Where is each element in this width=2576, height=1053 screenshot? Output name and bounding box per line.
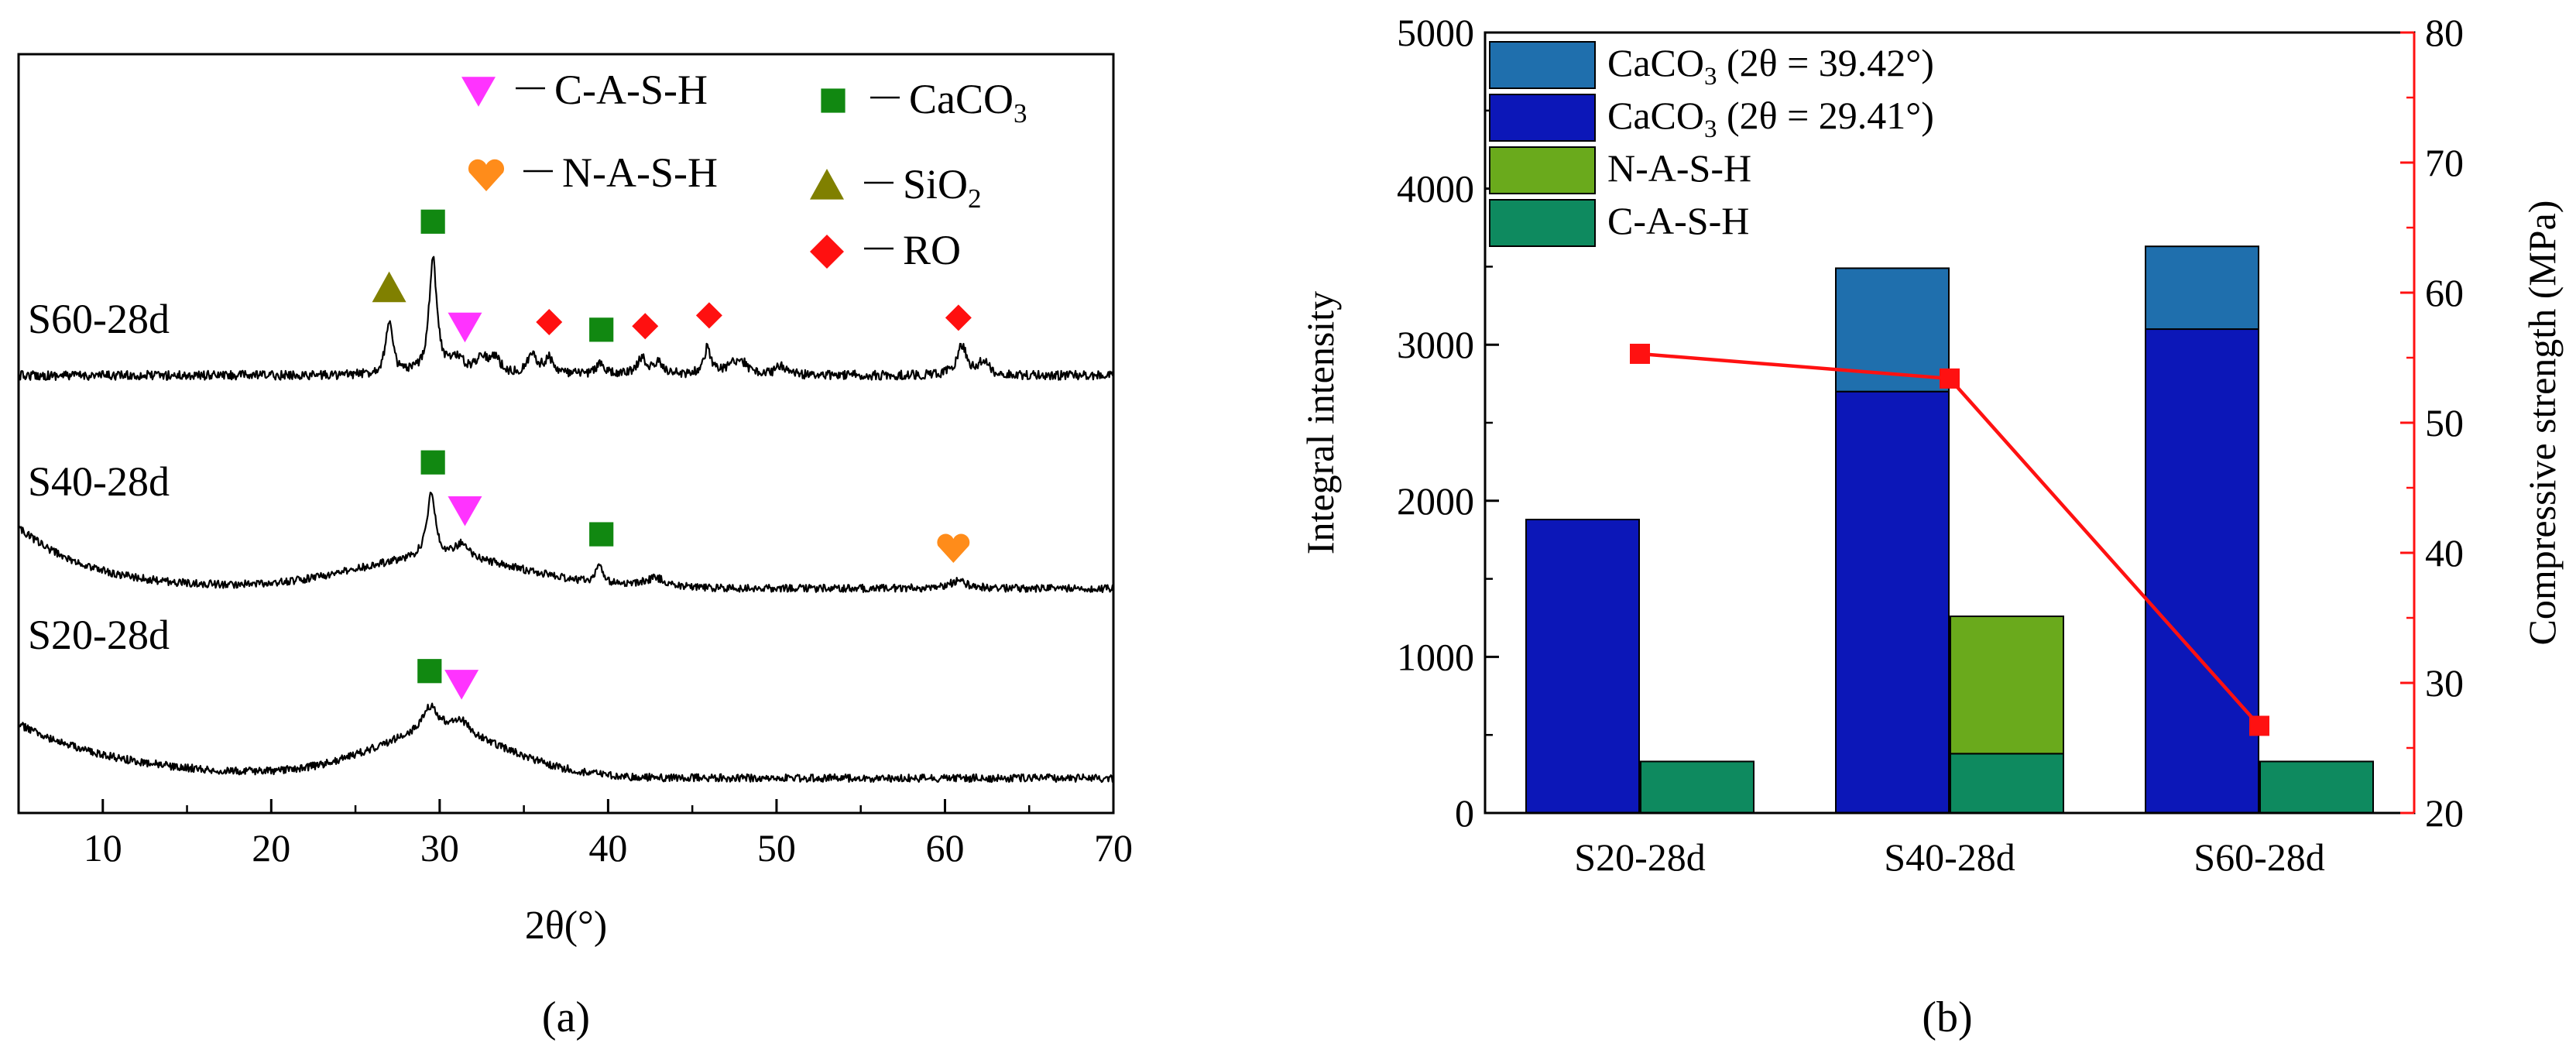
legend-b-label-n-a-s-h: N-A-S-H — [1607, 146, 1751, 190]
xrd-trace-s20-28d — [17, 702, 1115, 784]
panel-a-x-axis-label: 2θ(°) — [525, 904, 607, 948]
bar-caco3-2-29-41-s60-28d — [2145, 328, 2259, 815]
marker-c-a-s-h-s40-28d-31_5 — [448, 496, 482, 526]
legend-b-label-c-a-s-h: C-A-S-H — [1607, 199, 1749, 242]
marker-c-a-s-h-s20-28d-31_3 — [444, 670, 479, 700]
b-ytick-label-0: 0 — [1455, 791, 1474, 835]
a-xtick-label-30: 30 — [420, 826, 459, 869]
xrd-trace-s40-28d — [18, 492, 1115, 593]
b-y2tick-label-80: 80 — [2425, 11, 2464, 54]
b-ytick-label-2000: 2000 — [1397, 479, 1474, 523]
panel-a-xrd: S60-28d S40-28d S20-28d C-A-S-H CaCO3 N-A-S-… — [17, 53, 1133, 1041]
panel-a-plot-frame — [17, 53, 1115, 815]
bar-c-a-s-h-s60-28d — [2259, 760, 2374, 814]
a-xtick-label-50: 50 — [757, 826, 796, 869]
legend-a-label-caco3: CaCO3 — [909, 76, 1027, 129]
legend-b-swatch-caco3-2-39-42 — [1489, 41, 1596, 89]
marker-n-a-s-h-s40-28d-60_5 — [937, 533, 970, 563]
trace-label-s60-28d: S60-28d — [28, 296, 170, 342]
marker-ro-s60-28d-60_8 — [945, 304, 972, 331]
marker-ro-s60-28d-42_2 — [632, 313, 659, 340]
legend-a-label-c-a-s-h: C-A-S-H — [554, 67, 708, 113]
bar-c-a-s-h-s40-28d — [1950, 753, 2064, 815]
compressive-strength-point-s60-28d — [2249, 715, 2269, 736]
bar-c-a-s-h-s20-28d — [1640, 760, 1754, 814]
panel-b-y2-axis-label: Compressive strength (MPa) — [2520, 201, 2564, 646]
legend-a-symbol-sio2 — [810, 169, 844, 200]
legend-a-label-n-a-s-h: N-A-S-H — [562, 149, 718, 196]
b-ytick-label-1000: 1000 — [1397, 635, 1474, 678]
marker-ro-s60-28d-36_5 — [536, 308, 563, 335]
b-category-label-s60-28d: S60-28d — [2194, 835, 2324, 879]
legend-b-swatch-c-a-s-h — [1489, 199, 1596, 247]
b-y2tick-label-40: 40 — [2425, 531, 2464, 575]
b-category-label-s20-28d: S20-28d — [1574, 835, 1705, 879]
legend-a-symbol-caco3 — [821, 88, 846, 113]
compressive-strength-point-s20-28d — [1630, 343, 1650, 364]
bar-n-a-s-h-s40-28d — [1950, 615, 2064, 755]
b-y2tick-label-20: 20 — [2425, 791, 2464, 835]
legend-b-label-caco3-2-29-41: CaCO3 (2θ = 29.41°) — [1607, 94, 1934, 143]
panel-a-label: (a) — [542, 993, 590, 1041]
marker-caco3-s20-28d-29_4 — [417, 659, 442, 684]
a-xtick-label-40: 40 — [588, 826, 627, 869]
a-xtick-label-70: 70 — [1094, 826, 1133, 869]
marker-ro-s60-28d-46 — [695, 302, 722, 329]
b-ytick-label-4000: 4000 — [1397, 167, 1474, 211]
a-xtick-label-20: 20 — [252, 826, 290, 869]
legend-b-label-caco3-2-39-42: CaCO3 (2θ = 39.42°) — [1607, 41, 1934, 91]
b-ytick-label-3000: 3000 — [1397, 323, 1474, 366]
panel-b-y-axis-label: Integral intensity — [1298, 291, 1342, 554]
b-category-label-s40-28d: S40-28d — [1884, 835, 2015, 879]
b-y2tick-label-30: 30 — [2425, 661, 2464, 705]
compressive-strength-point-s40-28d — [1940, 368, 1960, 389]
marker-sio2-s60-28d-27 — [372, 271, 406, 303]
marker-caco3-s60-28d-29_6 — [420, 209, 445, 234]
legend-a-label-sio2: SiO2 — [903, 161, 982, 214]
a-xtick-label-10: 10 — [84, 826, 122, 869]
legend-b-swatch-n-a-s-h — [1489, 146, 1596, 194]
bar-caco3-2-29-41-s20-28d — [1525, 518, 1640, 814]
legend-a-symbol-c-a-s-h — [461, 77, 496, 107]
panel-b-integral-intensity: 0 1000 2000 3000 4000 5000 20 30 40 50 60 70 80 S20… — [1298, 11, 2564, 1041]
a-xtick-label-60: 60 — [925, 826, 964, 869]
legend-a-label-ro: RO — [903, 227, 961, 273]
b-ytick-label-5000: 5000 — [1397, 11, 1474, 54]
b-y2tick-label-50: 50 — [2425, 401, 2464, 444]
xrd-trace-s60-28d — [17, 256, 1115, 381]
marker-caco3-s40-28d-39_6 — [589, 522, 614, 547]
marker-caco3-s60-28d-39_6 — [589, 317, 614, 342]
legend-a-symbol-n-a-s-h — [468, 159, 505, 191]
bar-caco3-2-29-41-s40-28d — [1835, 390, 1950, 814]
legend-b-swatch-caco3-2-29-41 — [1489, 94, 1596, 142]
panel-b-label: (b) — [1922, 993, 1972, 1041]
legend-a-symbol-ro — [810, 235, 844, 269]
marker-caco3-s40-28d-29_6 — [420, 450, 445, 475]
b-y2tick-label-70: 70 — [2425, 141, 2464, 184]
trace-label-s40-28d: S40-28d — [28, 458, 170, 505]
bar-caco3-2-39-42-s60-28d — [2145, 245, 2259, 331]
b-y2tick-label-60: 60 — [2425, 271, 2464, 314]
marker-c-a-s-h-s60-28d-31_5 — [448, 312, 482, 343]
trace-label-s20-28d: S20-28d — [28, 612, 170, 658]
